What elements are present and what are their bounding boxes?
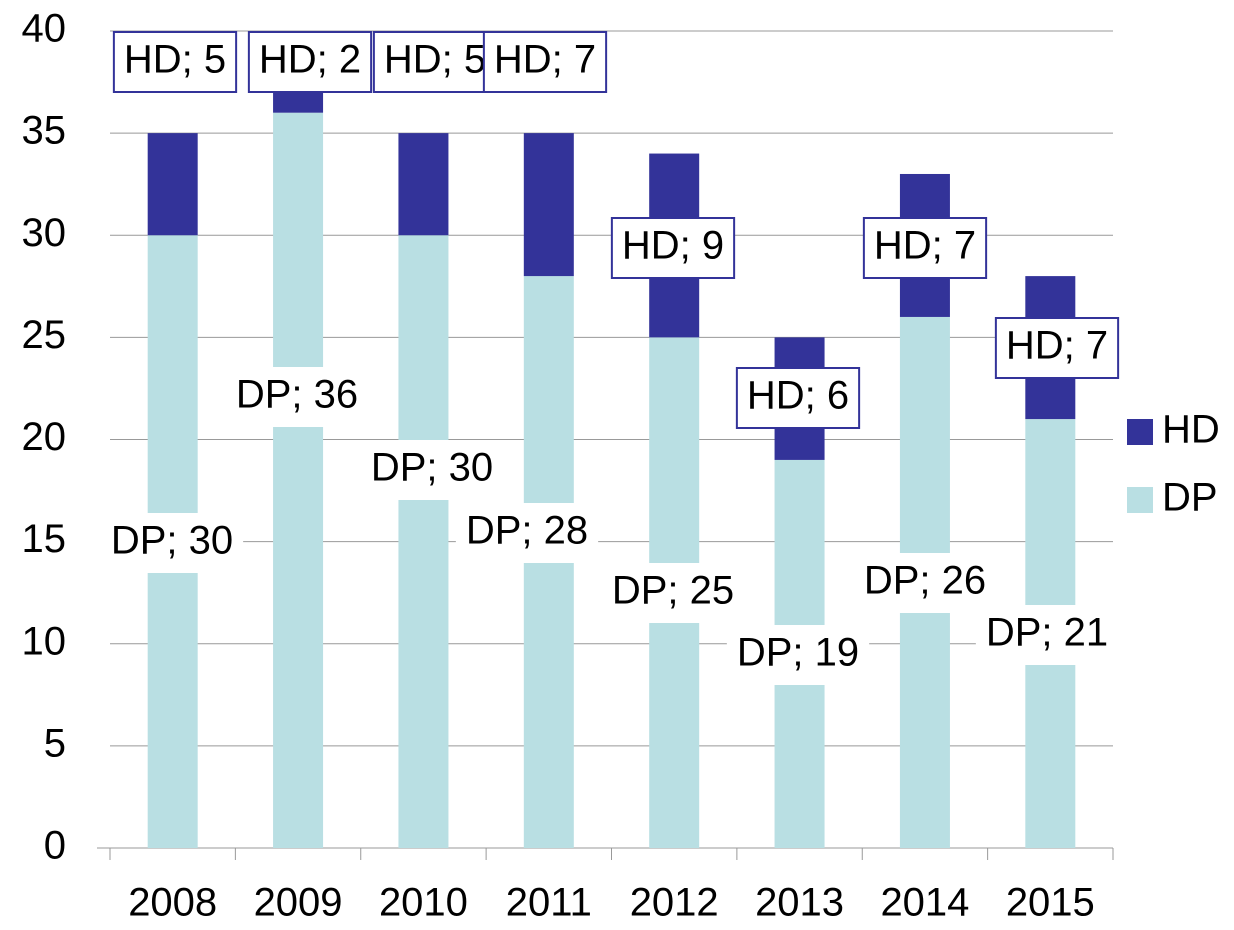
data-label: HD; 7	[994, 317, 1120, 379]
data-label: HD; 5	[372, 31, 498, 93]
data-label-text: HD; 5	[384, 38, 486, 82]
y-tick-label: 0	[44, 824, 66, 868]
data-label-box	[247, 31, 373, 93]
data-label-box	[100, 513, 244, 573]
data-label-box	[726, 625, 870, 685]
data-label-text: HD; 9	[622, 224, 724, 268]
data-label-box	[225, 367, 369, 427]
data-label: HD; 7	[862, 217, 988, 279]
data-label-box	[601, 563, 745, 623]
data-label: DP; 26	[853, 553, 997, 613]
data-label-text: HD; 7	[1006, 324, 1108, 368]
data-label: HD; 9	[610, 217, 736, 279]
bar-segment	[147, 133, 198, 236]
data-label: DP; 25	[601, 563, 745, 623]
data-label-text: HD; 6	[747, 374, 849, 418]
data-label-text: DP; 19	[737, 631, 859, 675]
y-tick-label: 40	[22, 7, 67, 51]
x-tick-label: 2012	[630, 881, 719, 925]
data-label: HD; 6	[735, 367, 861, 429]
data-label-box	[482, 31, 608, 93]
x-tick-label: 2013	[755, 881, 844, 925]
data-label-text: HD; 7	[874, 224, 976, 268]
y-tick-label: 5	[44, 721, 66, 765]
legend-label: DP	[1162, 476, 1218, 520]
y-tick-label: 25	[22, 313, 67, 357]
y-tick-label: 20	[22, 415, 67, 459]
data-label-text: DP; 30	[111, 519, 233, 563]
data-label-box	[735, 367, 861, 429]
data-label-text: DP; 36	[236, 373, 358, 417]
data-label: DP; 30	[100, 513, 244, 573]
data-label: DP; 21	[975, 605, 1119, 665]
data-label-text: DP; 28	[466, 509, 588, 553]
y-tick-label: 30	[22, 211, 67, 255]
data-label-box	[862, 217, 988, 279]
data-label-box	[360, 440, 504, 500]
bar-segment	[398, 133, 449, 236]
data-label: DP; 36	[225, 367, 369, 427]
y-tick-label: 10	[22, 619, 67, 663]
bar-segment	[523, 133, 574, 277]
data-label-box	[455, 503, 599, 563]
data-label-box	[853, 553, 997, 613]
x-tick-label: 2015	[1006, 881, 1095, 925]
data-label-box	[610, 217, 736, 279]
x-tick-label: 2009	[254, 881, 343, 925]
data-label: DP; 19	[726, 625, 870, 685]
legend-swatch	[1127, 419, 1153, 445]
legend-label: HD	[1162, 408, 1220, 452]
data-label-text: DP; 30	[371, 446, 493, 490]
data-label-text: DP; 21	[986, 611, 1108, 655]
data-label: HD; 2	[247, 31, 373, 93]
data-label: HD; 5	[112, 31, 238, 93]
data-label-box	[112, 31, 238, 93]
data-label-text: HD; 2	[259, 38, 361, 82]
legend-swatch	[1127, 487, 1153, 513]
data-label: DP; 30	[360, 440, 504, 500]
data-label: HD; 7	[482, 31, 608, 93]
data-label-text: HD; 7	[494, 38, 596, 82]
data-label-box	[372, 31, 498, 93]
x-tick-label: 2014	[880, 881, 969, 925]
data-label-box	[994, 317, 1120, 379]
x-tick-label: 2010	[379, 881, 468, 925]
data-label-box	[975, 605, 1119, 665]
data-label-text: DP; 26	[864, 559, 986, 603]
x-tick-label: 2011	[506, 881, 592, 925]
data-label-text: DP; 25	[612, 569, 734, 613]
y-tick-label: 15	[22, 517, 67, 561]
data-label-text: HD; 5	[124, 38, 226, 82]
data-label: DP; 28	[455, 503, 599, 563]
y-tick-label: 35	[22, 109, 67, 153]
bar-segment	[273, 112, 324, 848]
bar-segment	[398, 235, 449, 848]
x-tick-label: 2008	[128, 881, 217, 925]
